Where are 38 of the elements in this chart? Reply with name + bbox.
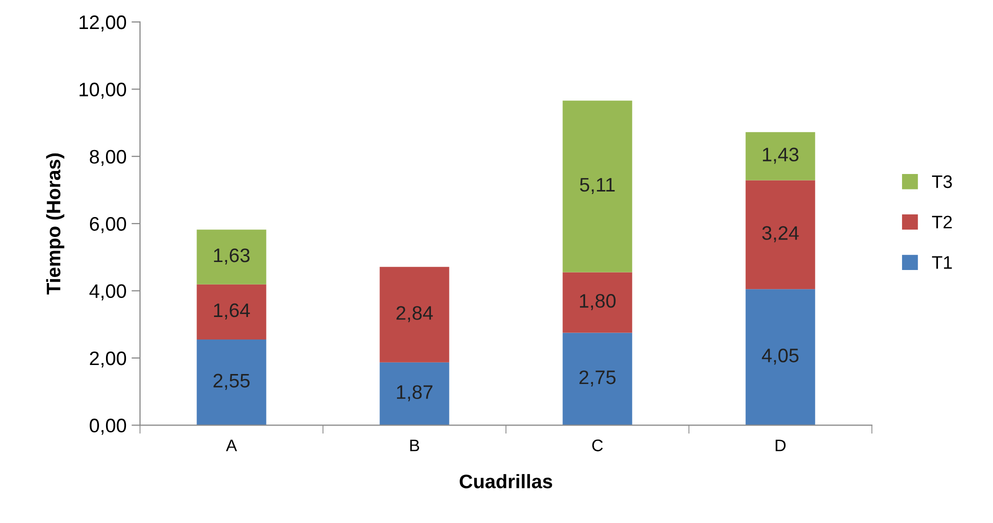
- bar: [196, 284, 266, 340]
- y-tick-label: 4,00: [89, 284, 126, 300]
- y-tick-label: 6,00: [90, 217, 126, 234]
- data-label: 1,43: [762, 148, 798, 164]
- data-label: 2,84: [396, 306, 433, 322]
- legend-label: T1: [932, 256, 952, 269]
- x-axis-title: Cuadrillas: [460, 474, 552, 488]
- data-label: 5,11: [580, 178, 615, 194]
- data-label: 2,55: [214, 374, 250, 390]
- data-label: 1,64: [214, 303, 250, 320]
- x-tick-label: D: [776, 440, 786, 452]
- bar: [196, 340, 266, 426]
- bar: [380, 266, 450, 362]
- bar: [562, 332, 632, 426]
- legend-label: T2: [932, 216, 952, 228]
- bar: [380, 362, 450, 426]
- y-tick-label: 10,00: [80, 82, 126, 99]
- legend-label: T3: [932, 175, 952, 188]
- y-axis-title: Tiempo (Horas): [46, 153, 64, 294]
- y-tick-label: 2,00: [90, 351, 126, 368]
- y-tick-label: 12,00: [80, 15, 126, 32]
- y-tick-label: 0,00: [90, 418, 126, 435]
- data-label: 1,80: [580, 294, 616, 310]
- x-tick-label: B: [410, 440, 420, 452]
- data-label: 3,24: [762, 226, 799, 242]
- bar: [196, 230, 266, 284]
- x-tick-label: A: [226, 440, 238, 452]
- bar: [746, 180, 816, 290]
- bar: [746, 132, 816, 180]
- bar: [746, 289, 816, 426]
- data-label: 1,87: [397, 385, 432, 402]
- x-tick-label: C: [592, 440, 603, 452]
- data-label: 4,05: [762, 348, 798, 365]
- bar: [562, 272, 632, 333]
- data-label: 2,75: [579, 370, 616, 387]
- bar: [562, 100, 632, 272]
- data-label: 1,63: [214, 248, 250, 265]
- y-tick-label: 8,00: [90, 150, 126, 166]
